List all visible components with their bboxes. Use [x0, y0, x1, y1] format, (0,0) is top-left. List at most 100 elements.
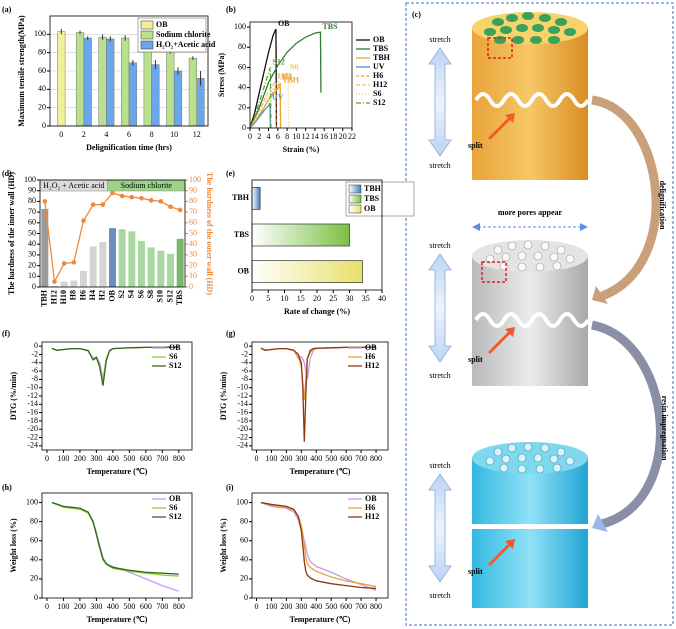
legend-label: S6 [169, 352, 177, 361]
x-tick-label: 25 [329, 294, 337, 303]
legend-label: OB [156, 20, 168, 29]
y2-tick-label: 30 [189, 250, 197, 259]
y-tick-label: -14 [27, 399, 38, 408]
x-tick-label: 5 [266, 294, 270, 303]
data-line [51, 346, 179, 380]
y-tick-label: 20 [30, 574, 38, 583]
y-tick-label: 0 [242, 123, 246, 132]
x-tick-label: 300 [295, 454, 307, 463]
y2-tick-label: 100 [189, 175, 201, 184]
legend-label: S6 [373, 89, 381, 98]
series-label: TBS [322, 22, 338, 31]
series-label: S12 [272, 57, 284, 66]
y-tick-label: -8 [241, 374, 248, 383]
data-line [51, 501, 180, 592]
bar [188, 57, 197, 127]
bar [83, 37, 92, 127]
bar [138, 240, 145, 287]
y-tick-label: 70 [28, 207, 36, 216]
x-tick-label: 200 [74, 602, 86, 611]
data-point [100, 202, 106, 207]
x-tick-label: 40 [378, 294, 386, 303]
bar [80, 270, 87, 287]
y-tick-label: -2 [241, 349, 248, 358]
x-tick-label: 15 [297, 294, 305, 303]
y-axis-label: DTG (%/min) [219, 372, 228, 421]
plot-frame [251, 341, 389, 451]
x-axis-label: Strain (%) [283, 145, 320, 154]
y-tick-label: 50 [28, 228, 36, 237]
legend-label: H12 [373, 80, 387, 89]
y-tick-label: 100 [234, 22, 246, 31]
data-point [158, 199, 164, 204]
y-tick-label: -12 [237, 391, 248, 400]
bar [166, 50, 175, 127]
x-tick-label: S4 [127, 290, 136, 298]
bar [106, 38, 115, 127]
y2-tick-label: 50 [189, 228, 197, 237]
y-tick-label: 60 [238, 62, 246, 71]
legend-label: H12 [365, 361, 379, 370]
data-point [42, 199, 48, 204]
x-tick-label: H2 [98, 290, 107, 300]
y-tick-label: 20 [240, 574, 248, 583]
split-label: split [468, 141, 483, 150]
x-tick-label: 800 [370, 602, 382, 611]
x-tick-label: 20 [313, 294, 321, 303]
y-tick-label: TBS [234, 230, 250, 239]
series-label: TBH [282, 75, 300, 84]
legend-label: OB [365, 494, 377, 503]
data-point [71, 260, 77, 265]
split-arrow [488, 113, 515, 140]
y-tick-label: -10 [237, 383, 248, 392]
y-tick-label: -24 [237, 441, 248, 450]
y-tick-label: 40 [30, 555, 38, 564]
data-point [61, 261, 67, 266]
y-tick-label: TBH [232, 193, 250, 202]
y-tick-label: 100 [236, 497, 248, 506]
x-tick-label: OB [107, 289, 116, 301]
bar [167, 253, 174, 287]
data-line [249, 67, 272, 129]
x-tick-label: H10 [59, 290, 68, 304]
y-tick-label: 80 [30, 516, 38, 525]
x-axis-label: Temperature (℃) [290, 615, 351, 624]
x-tick-label: 22 [348, 132, 356, 141]
y-tick-label: OB [237, 266, 249, 275]
y2-tick-label: 10 [189, 271, 197, 280]
x-tick-label: 700 [355, 454, 367, 463]
split-arrow [488, 327, 515, 354]
bar [147, 247, 155, 287]
x-tick-label: 30 [346, 294, 354, 303]
series-label: OB [278, 19, 290, 28]
x-tick-label: 500 [325, 602, 337, 611]
x-tick-label: 300 [90, 454, 102, 463]
zoom-box [487, 37, 513, 59]
y-tick-label: 80 [38, 47, 46, 56]
x-tick-label: 4 [267, 132, 271, 141]
x-tick-label: 500 [325, 454, 337, 463]
x-tick-label: H8 [69, 290, 78, 300]
y-tick-label: 0 [244, 593, 248, 602]
y-tick-label: -14 [237, 399, 248, 408]
x-axis-label: Rate of change (%) [284, 307, 350, 316]
y-tick-label: 90 [28, 186, 36, 195]
diagram-frame [405, 2, 674, 626]
series-label: S6 [290, 62, 298, 71]
x-tick-label: 0 [248, 132, 252, 141]
y-tick-label: -18 [237, 416, 248, 425]
y2-tick-label: 80 [189, 196, 197, 205]
legend-label: H₂O₂+Acetic acid [156, 40, 216, 49]
y-tick-label: -20 [27, 424, 38, 433]
pores-arrowhead [580, 223, 588, 231]
x-tick-label: 200 [280, 454, 292, 463]
y-tick-label: -6 [241, 366, 248, 375]
legend-swatch [140, 40, 154, 50]
y-tick-label: 40 [28, 239, 36, 248]
y-tick-label: 10 [28, 271, 36, 280]
panel-label: (f) [2, 329, 10, 338]
x-tick-label: 300 [90, 602, 102, 611]
x-tick-label: 0 [250, 294, 254, 303]
y-axis-label: Weight loss (%) [219, 518, 228, 573]
